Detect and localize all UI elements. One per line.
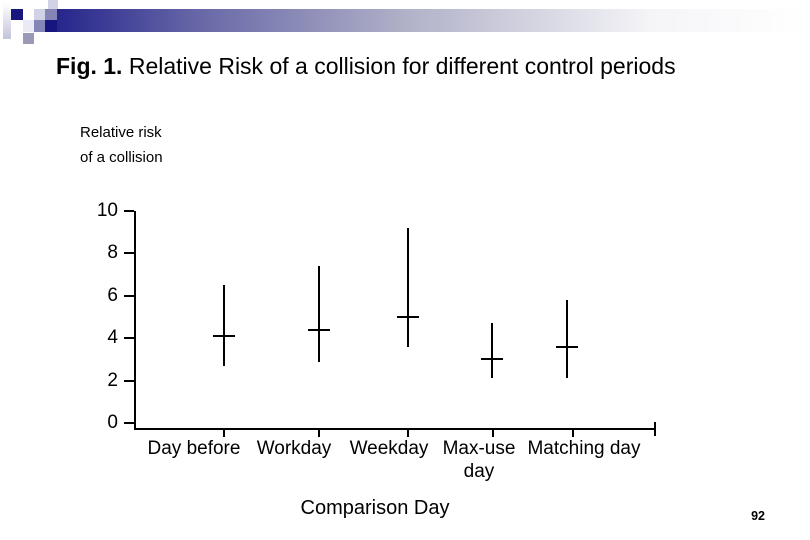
y-tick-label: 6 — [107, 285, 118, 306]
category-label: Weekday — [349, 438, 429, 459]
header-deco-square — [23, 20, 34, 32]
x-tick — [492, 428, 494, 437]
y-tick — [124, 295, 134, 297]
error-bar-line — [318, 266, 320, 362]
category-label: Matching day — [527, 438, 641, 459]
slide-title-text: Relative Risk of a collision for differe… — [122, 53, 676, 79]
y-tick-label: 4 — [107, 327, 118, 348]
x-axis-line — [134, 428, 656, 430]
x-tick — [572, 428, 574, 437]
error-bar-center-cap — [308, 329, 330, 331]
y-tick — [124, 210, 134, 212]
x-tick — [223, 428, 225, 437]
category-label: Workday — [256, 438, 332, 459]
y-tick-label: 10 — [96, 200, 118, 221]
error-bar-center-cap — [397, 316, 419, 318]
x-tick — [318, 428, 320, 437]
error-bar-center-cap — [213, 335, 235, 337]
header-deco-square — [11, 9, 23, 20]
slide-title-figure-number: Fig. 1. — [56, 53, 123, 79]
y-tick-label: 2 — [107, 370, 118, 391]
category-label: Max-use — [442, 438, 516, 459]
header-deco-square — [23, 33, 34, 44]
y-axis-caption-line2: of a collision — [80, 149, 163, 166]
x-axis-end-tick — [654, 422, 656, 436]
category-label: day — [463, 461, 495, 482]
y-axis-caption-line1: Relative risk — [80, 124, 162, 141]
error-bar-line — [491, 323, 493, 378]
category-label: Day before — [147, 438, 241, 459]
y-tick — [124, 422, 134, 424]
header-deco-square — [45, 20, 57, 32]
y-axis-line — [134, 211, 136, 430]
error-bar-line — [407, 228, 409, 347]
y-axis-caption: Relative risk of a collision — [80, 120, 163, 170]
page-number: 92 — [751, 509, 765, 523]
y-tick-label: 0 — [107, 412, 118, 433]
error-bar-center-cap — [556, 346, 578, 348]
header-gradient-bar — [57, 9, 810, 32]
slide-title: Fig. 1. Relative Risk of a collision for… — [56, 53, 676, 79]
y-tick — [124, 380, 134, 382]
error-bar-line — [566, 300, 568, 378]
header-deco-square — [34, 9, 45, 20]
header-deco-square — [48, 0, 58, 9]
header-deco-square — [34, 20, 45, 32]
y-tick — [124, 337, 134, 339]
error-bar-line — [223, 285, 225, 366]
x-axis-title: Comparison Day — [300, 497, 450, 519]
x-tick — [407, 428, 409, 437]
header-deco-square — [45, 9, 57, 20]
y-tick — [124, 252, 134, 254]
y-tick-label: 8 — [107, 242, 118, 263]
error-bar-center-cap — [481, 358, 503, 360]
header-deco-strip — [3, 3, 11, 39]
